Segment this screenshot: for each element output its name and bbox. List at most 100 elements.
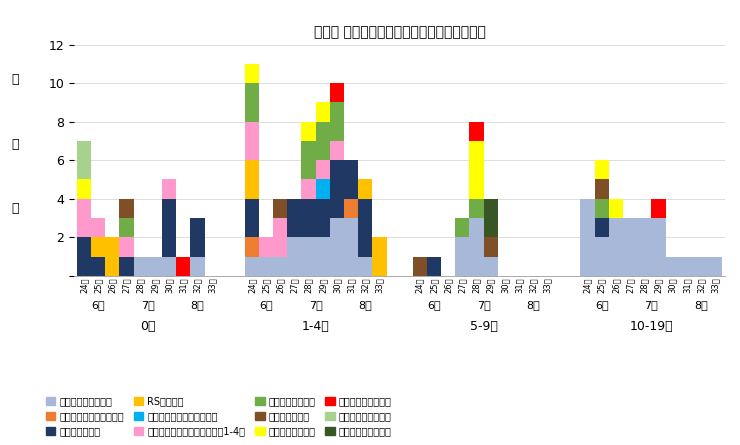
Text: 8月: 8月 (191, 300, 204, 310)
Bar (91, 218, 105, 237)
Bar (455, 218, 469, 237)
Bar (162, 257, 176, 276)
Bar (469, 121, 483, 141)
Text: 1-4歳: 1-4歳 (302, 320, 329, 333)
Text: 8月: 8月 (694, 300, 708, 310)
Text: 0歳: 0歳 (140, 320, 155, 333)
Bar (316, 160, 330, 179)
Bar (301, 141, 316, 179)
Bar (259, 257, 273, 276)
Bar (483, 199, 498, 237)
Bar (273, 257, 287, 276)
Bar (469, 199, 483, 218)
Bar (119, 199, 134, 218)
Bar (344, 160, 358, 199)
Bar (358, 257, 372, 276)
Bar (594, 237, 609, 276)
Bar (594, 179, 609, 199)
Bar (301, 179, 316, 199)
Bar (245, 83, 259, 121)
Bar (665, 257, 680, 276)
Bar (358, 179, 372, 199)
Bar (105, 237, 119, 276)
Bar (148, 257, 162, 276)
Bar (372, 237, 387, 276)
Text: 出: 出 (12, 138, 19, 150)
Title: 年齢別 病原体検出数の推移（不検出を除く）: 年齢別 病原体検出数の推移（不検出を除く） (314, 25, 485, 39)
Bar (91, 257, 105, 276)
Bar (119, 218, 134, 237)
Bar (316, 179, 330, 199)
Bar (190, 218, 205, 257)
Bar (162, 179, 176, 199)
Bar (77, 141, 91, 179)
Bar (91, 237, 105, 257)
Bar (330, 141, 344, 160)
Bar (483, 237, 498, 257)
Bar (119, 237, 134, 257)
Bar (358, 199, 372, 257)
Bar (77, 237, 91, 276)
Bar (273, 218, 287, 257)
Text: 5-9歳: 5-9歳 (470, 320, 497, 333)
Text: 7月: 7月 (645, 300, 658, 310)
Bar (134, 257, 148, 276)
Bar (119, 257, 134, 276)
Text: 8月: 8月 (358, 300, 372, 310)
Legend: 新型コロナウイルス, インフルエンザウイルス, ライノウイルス, RSウイルス, ヒトメタニューモウイルス, パラインフルエンザウイルス1-4型, ヒトボカウイ: 新型コロナウイルス, インフルエンザウイルス, ライノウイルス, RSウイルス,… (42, 392, 396, 440)
Text: 数: 数 (12, 202, 19, 215)
Bar (330, 102, 344, 141)
Text: 6月: 6月 (259, 300, 273, 310)
Bar (708, 257, 722, 276)
Bar (412, 257, 427, 276)
Bar (594, 218, 609, 237)
Bar (245, 199, 259, 237)
Bar (594, 199, 609, 218)
Bar (273, 199, 287, 218)
Bar (609, 218, 623, 276)
Bar (623, 218, 637, 276)
Bar (245, 160, 259, 199)
Bar (245, 257, 259, 276)
Bar (455, 237, 469, 276)
Bar (316, 237, 330, 276)
Bar (176, 257, 190, 276)
Bar (483, 257, 498, 276)
Bar (427, 257, 441, 276)
Text: 検: 検 (12, 73, 19, 86)
Bar (609, 199, 623, 218)
Bar (245, 121, 259, 160)
Bar (330, 83, 344, 102)
Bar (344, 199, 358, 218)
Bar (77, 199, 91, 237)
Text: 6月: 6月 (427, 300, 440, 310)
Bar (651, 199, 665, 218)
Bar (77, 179, 91, 199)
Bar (190, 257, 205, 276)
Bar (637, 218, 651, 276)
Text: 10-19歳: 10-19歳 (630, 320, 673, 333)
Bar (245, 237, 259, 257)
Bar (301, 237, 316, 276)
Bar (651, 218, 665, 276)
Bar (594, 160, 609, 179)
Bar (469, 218, 483, 276)
Text: 6月: 6月 (595, 300, 608, 310)
Bar (344, 218, 358, 276)
Text: 7月: 7月 (477, 300, 491, 310)
Text: 7月: 7月 (141, 300, 155, 310)
Bar (330, 218, 344, 276)
Bar (580, 199, 594, 276)
Bar (330, 160, 344, 218)
Bar (316, 102, 330, 121)
Bar (287, 199, 301, 237)
Text: 6月: 6月 (91, 300, 105, 310)
Text: 7月: 7月 (309, 300, 323, 310)
Bar (259, 237, 273, 257)
Bar (162, 199, 176, 257)
Text: 8月: 8月 (526, 300, 540, 310)
Bar (469, 141, 483, 199)
Bar (316, 121, 330, 160)
Bar (694, 257, 708, 276)
Bar (301, 121, 316, 141)
